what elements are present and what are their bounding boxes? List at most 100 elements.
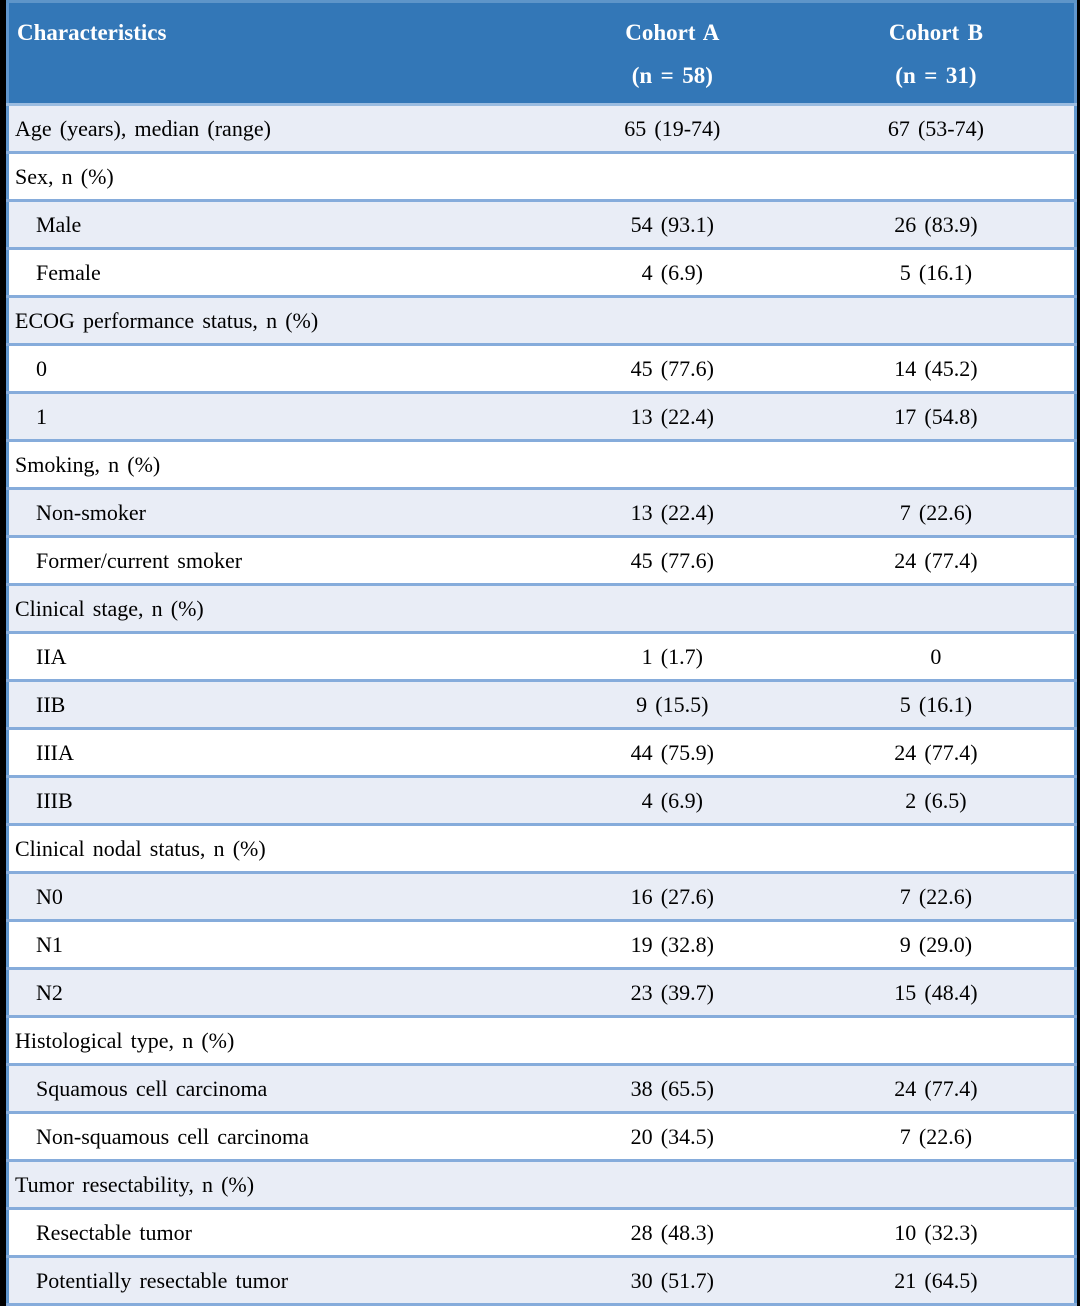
cohort-a-value-cell: 13 (22.4) xyxy=(546,488,798,538)
row-label-cell: Female xyxy=(7,248,547,298)
row-label-cell: IIIA xyxy=(7,728,547,778)
cohort-a-value-cell: 20 (34.5) xyxy=(546,1112,798,1162)
cohort-b-value-cell: 5 (16.1) xyxy=(797,248,1076,298)
table-row: IIIB 4 (6.9) 2 (6.5) xyxy=(7,776,1076,826)
row-label-cell: IIB xyxy=(7,680,547,730)
cohort-a-title: Cohort A xyxy=(625,20,720,45)
row-label-cell: Histological type, n (%) xyxy=(7,1016,547,1066)
table-row: Non-smoker 13 (22.4) 7 (22.6) xyxy=(7,488,1076,538)
row-label-cell: ECOG performance status, n (%) xyxy=(7,296,547,346)
cohort-a-value-cell xyxy=(546,584,798,634)
col-header-cohort-a: Cohort A (n = 58) xyxy=(546,0,798,106)
cohort-a-value-cell xyxy=(546,1160,798,1210)
row-label-cell: N0 xyxy=(7,872,547,922)
table-row: N0 16 (27.6) 7 (22.6) xyxy=(7,872,1076,922)
cohort-b-value-cell xyxy=(797,296,1076,346)
cohort-a-value-cell xyxy=(546,1016,798,1066)
cohort-b-value-cell: 7 (22.6) xyxy=(797,872,1076,922)
row-label-cell: Squamous cell carcinoma xyxy=(7,1064,547,1114)
cohort-b-value-cell: 67 (53-74) xyxy=(797,104,1076,154)
table-row: Female 4 (6.9) 5 (16.1) xyxy=(7,248,1076,298)
cohort-b-value-cell: 2 (6.5) xyxy=(797,776,1076,826)
row-label-cell: Tumor resectability, n (%) xyxy=(7,1160,547,1210)
table-row: Former/current smoker 45 (77.6) 24 (77.4) xyxy=(7,536,1076,586)
cohort-a-value-cell: 1 (1.7) xyxy=(546,632,798,682)
table-row: Clinical nodal status, n (%) xyxy=(7,824,1076,874)
cohort-a-value-cell: 38 (65.5) xyxy=(546,1064,798,1114)
cohort-b-value-cell xyxy=(797,440,1076,490)
cohort-a-value-cell: 30 (51.7) xyxy=(546,1256,798,1306)
row-label-cell: Non-squamous cell carcinoma xyxy=(7,1112,547,1162)
cohort-a-value-cell xyxy=(546,152,798,202)
row-label-cell: Potentially resectable tumor xyxy=(7,1256,547,1306)
cohort-b-value-cell: 0 xyxy=(797,632,1076,682)
cohort-a-value-cell: 65 (19-74) xyxy=(546,104,798,154)
characteristics-table-container: Characteristics Cohort A (n = 58) Cohort… xyxy=(6,0,1077,1306)
cohort-b-value-cell: 9 (29.0) xyxy=(797,920,1076,970)
table-row: IIB 9 (15.5) 5 (16.1) xyxy=(7,680,1076,730)
row-label-cell: 1 xyxy=(7,392,547,442)
row-label-cell: Clinical nodal status, n (%) xyxy=(7,824,547,874)
table-row: 1 13 (22.4) 17 (54.8) xyxy=(7,392,1076,442)
cohort-a-value-cell: 9 (15.5) xyxy=(546,680,798,730)
cohort-a-value-cell: 54 (93.1) xyxy=(546,200,798,250)
row-label-cell: IIIB xyxy=(7,776,547,826)
table-body: Age (years), median (range) 65 (19-74) 67 … xyxy=(7,104,1076,1306)
cohort-b-value-cell: 17 (54.8) xyxy=(797,392,1076,442)
cohort-a-value-cell: 44 (75.9) xyxy=(546,728,798,778)
table-row: Smoking, n (%) xyxy=(7,440,1076,490)
table-header-row: Characteristics Cohort A (n = 58) Cohort… xyxy=(7,0,1076,106)
cohort-b-value-cell: 24 (77.4) xyxy=(797,1064,1076,1114)
cohort-a-sample-size: (n = 58) xyxy=(631,63,713,88)
cohort-a-value-cell: 19 (32.8) xyxy=(546,920,798,970)
cohort-b-value-cell: 7 (22.6) xyxy=(797,1112,1076,1162)
table-row: Histological type, n (%) xyxy=(7,1016,1076,1066)
cohort-b-sample-size: (n = 31) xyxy=(895,63,977,88)
cohort-b-value-cell: 24 (77.4) xyxy=(797,536,1076,586)
table-row: Age (years), median (range) 65 (19-74) 67 … xyxy=(7,104,1076,154)
table-row: ECOG performance status, n (%) xyxy=(7,296,1076,346)
col-header-characteristics: Characteristics xyxy=(7,0,547,106)
row-label-cell: N1 xyxy=(7,920,547,970)
cohort-a-value-cell: 45 (77.6) xyxy=(546,344,798,394)
cohort-b-value-cell xyxy=(797,1016,1076,1066)
cohort-b-value-cell: 21 (64.5) xyxy=(797,1256,1076,1306)
table-row: IIA 1 (1.7) 0 xyxy=(7,632,1076,682)
row-label-cell: N2 xyxy=(7,968,547,1018)
cohort-a-value-cell: 45 (77.6) xyxy=(546,536,798,586)
table-row: N2 23 (39.7) 15 (48.4) xyxy=(7,968,1076,1018)
table-row: IIIA 44 (75.9) 24 (77.4) xyxy=(7,728,1076,778)
row-label-cell: 0 xyxy=(7,344,547,394)
row-label-cell: IIA xyxy=(7,632,547,682)
cohort-b-value-cell: 15 (48.4) xyxy=(797,968,1076,1018)
table-row: 0 45 (77.6) 14 (45.2) xyxy=(7,344,1076,394)
table-row: Potentially resectable tumor 30 (51.7) 21 … xyxy=(7,1256,1076,1306)
cohort-a-value-cell xyxy=(546,440,798,490)
row-label-cell: Age (years), median (range) xyxy=(7,104,547,154)
row-label-cell: Non-smoker xyxy=(7,488,547,538)
cohort-b-value-cell: 26 (83.9) xyxy=(797,200,1076,250)
cohort-a-value-cell: 4 (6.9) xyxy=(546,248,798,298)
col-header-cohort-b: Cohort B (n = 31) xyxy=(797,0,1076,106)
cohort-b-value-cell: 24 (77.4) xyxy=(797,728,1076,778)
table-row: Sex, n (%) xyxy=(7,152,1076,202)
cohort-a-value-cell: 23 (39.7) xyxy=(546,968,798,1018)
cohort-a-value-cell xyxy=(546,296,798,346)
cohort-b-value-cell: 5 (16.1) xyxy=(797,680,1076,730)
table-row: Tumor resectability, n (%) xyxy=(7,1160,1076,1210)
table-header: Characteristics Cohort A (n = 58) Cohort… xyxy=(7,0,1076,106)
cohort-b-value-cell xyxy=(797,1160,1076,1210)
cohort-b-value-cell: 14 (45.2) xyxy=(797,344,1076,394)
table-row: Squamous cell carcinoma 38 (65.5) 24 (77.4… xyxy=(7,1064,1076,1114)
cohort-b-value-cell xyxy=(797,824,1076,874)
row-label-cell: Male xyxy=(7,200,547,250)
row-label-cell: Resectable tumor xyxy=(7,1208,547,1258)
cohort-a-value-cell: 28 (48.3) xyxy=(546,1208,798,1258)
table-row: Resectable tumor 28 (48.3) 10 (32.3) xyxy=(7,1208,1076,1258)
table-row: N1 19 (32.8) 9 (29.0) xyxy=(7,920,1076,970)
table-row: Male 54 (93.1) 26 (83.9) xyxy=(7,200,1076,250)
cohort-a-value-cell: 4 (6.9) xyxy=(546,776,798,826)
cohort-a-value-cell: 13 (22.4) xyxy=(546,392,798,442)
table-row: Non-squamous cell carcinoma 20 (34.5) 7 (2… xyxy=(7,1112,1076,1162)
row-label-cell: Sex, n (%) xyxy=(7,152,547,202)
